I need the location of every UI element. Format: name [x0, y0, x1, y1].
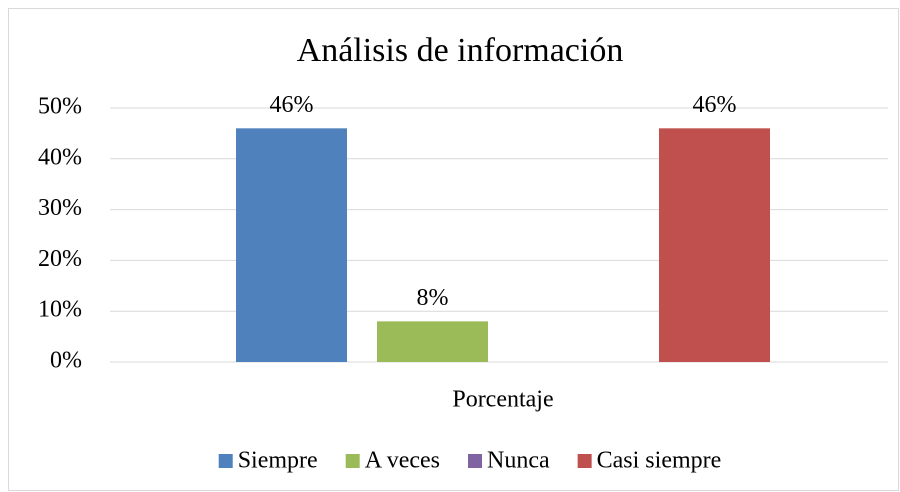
y-tick-label: 0%: [50, 348, 82, 374]
bar: [659, 128, 770, 362]
y-tick-label: 40%: [38, 144, 82, 170]
legend-label: Nunca: [487, 448, 550, 474]
y-tick-label: 30%: [38, 195, 82, 221]
y-tick-label: 10%: [38, 297, 82, 323]
chart-title: Análisis de información: [297, 32, 624, 69]
legend-swatch: [468, 454, 483, 468]
legend-label: A veces: [365, 448, 440, 474]
x-tick-label: Porcentaje: [452, 387, 553, 413]
data-label: 46%: [693, 92, 737, 118]
y-tick-label: 20%: [38, 246, 82, 272]
legend-swatch: [345, 454, 360, 468]
legend-label: Siempre: [238, 448, 318, 474]
legend-swatch: [577, 454, 592, 468]
legend-swatch: [218, 454, 233, 468]
bar: [377, 321, 488, 362]
bar: [236, 128, 347, 362]
data-label: 46%: [270, 92, 314, 118]
y-tick-label: 50%: [38, 94, 82, 120]
data-label: 8%: [417, 285, 449, 311]
legend-label: Casi siempre: [597, 448, 722, 474]
